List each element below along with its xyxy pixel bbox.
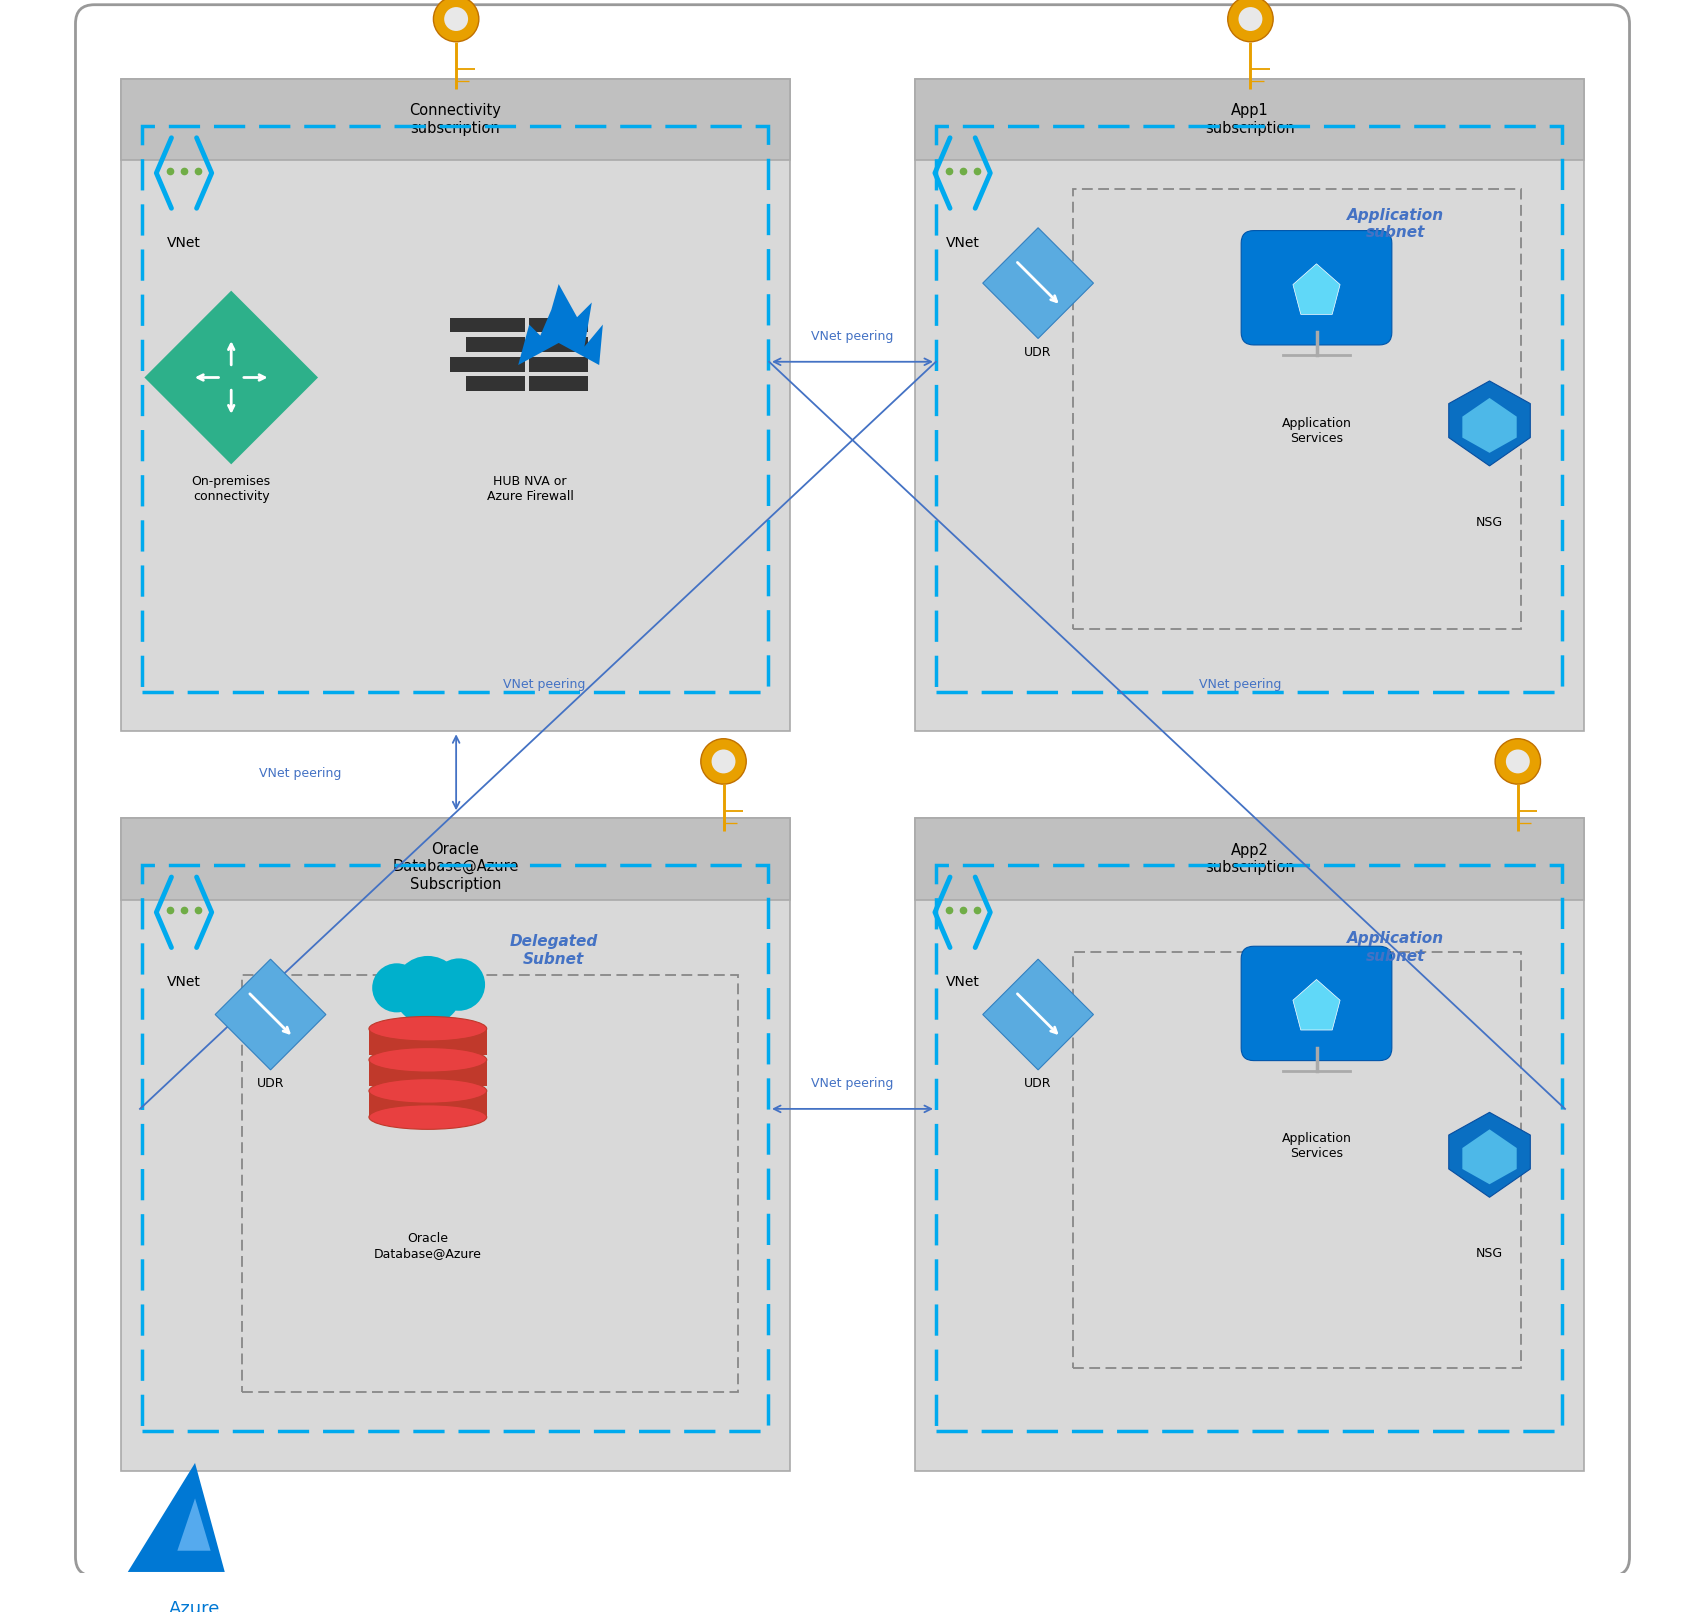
Text: Delegated
Subnet: Delegated Subnet	[510, 935, 598, 967]
Bar	[916, 79, 1584, 161]
Ellipse shape	[368, 1078, 486, 1103]
Circle shape	[394, 956, 462, 1025]
Text: Connectivity
subscription: Connectivity subscription	[409, 103, 501, 135]
Bar	[368, 1059, 486, 1086]
Bar	[465, 356, 525, 372]
Text: VNet: VNet	[167, 235, 201, 250]
Text: VNet: VNet	[946, 235, 980, 250]
Text: Oracle
Database@Azure: Oracle Database@Azure	[373, 1232, 483, 1259]
FancyBboxPatch shape	[121, 817, 789, 1470]
Bar	[529, 318, 588, 332]
Text: NSG: NSG	[1477, 516, 1504, 529]
Text: On-premises
connectivity: On-premises connectivity	[191, 476, 271, 503]
Polygon shape	[145, 290, 319, 464]
Circle shape	[372, 964, 421, 1012]
Circle shape	[701, 738, 747, 783]
Text: Application
subnet: Application subnet	[1347, 932, 1444, 964]
Text: UDR: UDR	[1025, 1077, 1052, 1090]
Bar	[465, 318, 525, 332]
Polygon shape	[982, 959, 1093, 1070]
Text: VNet: VNet	[167, 975, 201, 990]
Bar	[121, 79, 789, 161]
Polygon shape	[1292, 980, 1340, 1030]
Bar	[465, 377, 525, 392]
Text: VNet peering: VNet peering	[812, 330, 893, 343]
Text: UDR: UDR	[257, 1077, 285, 1090]
Bar	[529, 377, 588, 392]
Text: Azure: Azure	[169, 1599, 220, 1612]
Polygon shape	[215, 959, 326, 1070]
Circle shape	[433, 959, 484, 1011]
Text: UDR: UDR	[1025, 347, 1052, 359]
Text: NSG: NSG	[1477, 1248, 1504, 1261]
Polygon shape	[1449, 380, 1531, 466]
Polygon shape	[177, 1498, 211, 1551]
Polygon shape	[128, 1464, 225, 1572]
Circle shape	[1495, 738, 1541, 783]
Bar	[529, 356, 588, 372]
Bar	[450, 356, 508, 372]
Text: App1
subscription: App1 subscription	[1205, 103, 1294, 135]
Circle shape	[1238, 6, 1262, 31]
Text: VNet: VNet	[946, 975, 980, 990]
Bar	[121, 817, 789, 899]
FancyBboxPatch shape	[75, 5, 1630, 1577]
Circle shape	[433, 0, 479, 42]
Text: VNet peering: VNet peering	[812, 1077, 893, 1090]
Bar	[916, 817, 1584, 899]
Polygon shape	[1449, 1112, 1531, 1198]
Circle shape	[445, 6, 469, 31]
Text: Application
Services: Application Services	[1282, 418, 1352, 445]
FancyBboxPatch shape	[1241, 231, 1391, 345]
Text: Oracle
Database@Azure
Subscription: Oracle Database@Azure Subscription	[392, 841, 518, 891]
Bar	[368, 1091, 486, 1117]
FancyBboxPatch shape	[916, 79, 1584, 732]
Bar	[465, 337, 525, 351]
Ellipse shape	[368, 1017, 486, 1041]
Ellipse shape	[368, 1048, 486, 1072]
Polygon shape	[1463, 1130, 1517, 1185]
Text: Application
subnet: Application subnet	[1347, 208, 1444, 240]
Bar	[450, 318, 508, 332]
FancyBboxPatch shape	[916, 817, 1584, 1470]
Text: App2
subscription: App2 subscription	[1205, 843, 1294, 875]
Circle shape	[1228, 0, 1274, 42]
Polygon shape	[1292, 264, 1340, 314]
Ellipse shape	[368, 1104, 486, 1130]
Text: VNet peering: VNet peering	[1199, 677, 1280, 690]
Text: Application
Services: Application Services	[1282, 1133, 1352, 1161]
Polygon shape	[982, 227, 1093, 339]
Bar	[368, 1028, 486, 1054]
Text: VNet peering: VNet peering	[503, 677, 585, 690]
Bar	[529, 337, 588, 351]
FancyBboxPatch shape	[1241, 946, 1391, 1061]
Text: VNet peering: VNet peering	[259, 767, 341, 780]
Text: HUB NVA or
Azure Firewall: HUB NVA or Azure Firewall	[486, 476, 573, 503]
Circle shape	[711, 750, 735, 774]
Polygon shape	[1463, 398, 1517, 453]
Polygon shape	[518, 284, 604, 364]
FancyBboxPatch shape	[121, 79, 789, 732]
Circle shape	[1506, 750, 1529, 774]
